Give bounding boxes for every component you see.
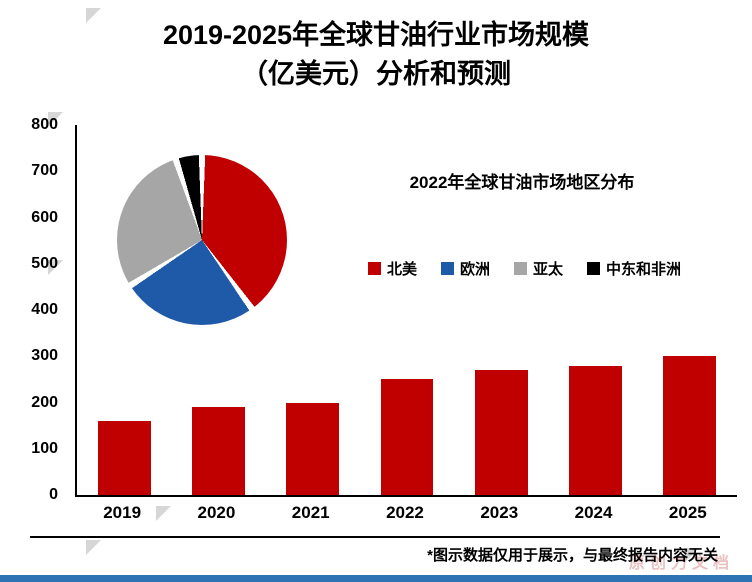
corner-mark-icon xyxy=(48,260,63,275)
chart-title-line-1: 2019-2025年全球甘油行业市场规模 xyxy=(162,20,590,50)
watermark-text: 原创力文档 xyxy=(628,555,734,572)
x-tick-label: 2024 xyxy=(574,503,613,522)
bar-column-2022 xyxy=(360,125,454,495)
x-tick-label: 2020 xyxy=(197,503,236,522)
pie-chart xyxy=(117,155,287,325)
bar-series xyxy=(77,125,737,495)
x-tick-label: 2022 xyxy=(386,503,424,522)
y-tick-label: 500 xyxy=(31,254,58,272)
bar-2021 xyxy=(286,402,340,495)
bar-column-2025 xyxy=(643,125,737,495)
chart-title: 2019-2025年全球甘油行业市场规模 （亿美元）分析和预测 xyxy=(0,16,752,94)
bar-column-2019 xyxy=(77,125,171,495)
y-tick-label: 700 xyxy=(31,162,58,180)
plot-area: 2022年全球甘油市场地区分布 北美 欧洲 亚太 中东和非洲 xyxy=(75,125,737,497)
bar-column-2021 xyxy=(266,125,360,495)
bar-2019 xyxy=(97,421,151,495)
bar-column-2023 xyxy=(454,125,548,495)
footer-divider xyxy=(30,536,720,538)
pie-legend: 北美 欧洲 亚太 中东和非洲 xyxy=(302,258,747,279)
y-tick-label: 200 xyxy=(31,393,58,411)
corner-mark-icon xyxy=(86,8,101,23)
legend-item-亚太: 亚太 xyxy=(514,258,563,279)
x-tick-label: 2019 xyxy=(103,503,142,522)
legend-swatch-icon xyxy=(440,262,454,275)
x-tick-label: 2023 xyxy=(480,503,519,522)
x-tick-label: 2021 xyxy=(291,503,330,522)
bar-2020 xyxy=(192,407,245,495)
y-tick-label: 0 xyxy=(49,486,58,503)
bar-2023 xyxy=(474,370,528,495)
legend-item-欧洲: 欧洲 xyxy=(440,258,490,279)
bottom-accent-bar xyxy=(0,575,752,582)
legend-label: 北美 xyxy=(386,261,417,278)
legend-swatch-icon xyxy=(367,262,381,275)
chart-title-line-2: （亿美元）分析和预测 xyxy=(241,59,511,90)
y-tick-label: 400 xyxy=(31,301,58,318)
bar-column-2020 xyxy=(171,125,265,495)
x-axis-labels: 2019 2020 2021 2022 2023 2024 2025 xyxy=(75,503,735,523)
pie-inset: 2022年全球甘油市场地区分布 北美 欧洲 亚太 中东和非洲 xyxy=(107,150,727,340)
legend-item-中东和非洲: 中东和非洲 xyxy=(587,258,681,279)
legend-swatch-icon xyxy=(514,262,527,275)
y-axis-labels: 0 100 200 300 400 500 600 700 800 xyxy=(0,116,68,503)
corner-mark-icon xyxy=(86,540,101,555)
footer-note: *图示数据仅用于展示，与最终报告内容无关 xyxy=(427,547,718,564)
legend-label: 亚太 xyxy=(533,261,564,278)
bar-2025 xyxy=(663,356,717,495)
y-tick-label: 300 xyxy=(31,347,58,365)
y-tick-label: 600 xyxy=(31,208,58,226)
bar-2024 xyxy=(569,365,622,495)
corner-mark-icon xyxy=(48,112,63,127)
legend-swatch-icon xyxy=(587,262,601,275)
bar-2022 xyxy=(380,379,434,495)
corner-mark-icon xyxy=(684,548,699,563)
bar-column-2024 xyxy=(548,125,642,495)
corner-mark-icon xyxy=(156,506,171,521)
legend-label: 中东和非洲 xyxy=(606,261,682,278)
pie-title: 2022年全球甘油市场地区分布 xyxy=(409,173,635,192)
x-tick-label: 2025 xyxy=(668,503,707,522)
y-tick-label: 100 xyxy=(31,439,58,457)
y-tick-label: 800 xyxy=(31,116,58,133)
legend-label: 欧洲 xyxy=(459,261,490,278)
legend-item-北美: 北美 xyxy=(367,258,417,279)
